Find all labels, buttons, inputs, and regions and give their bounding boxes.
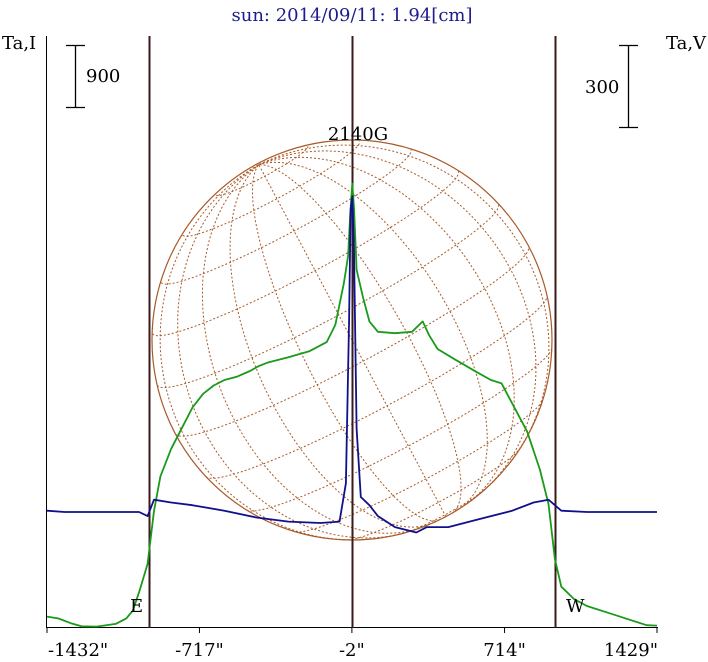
series-line-I xyxy=(46,182,658,628)
x-axis-ticks: -1432" -717" -2" 714" 1429" xyxy=(46,628,658,661)
field-strength-label: 2140G xyxy=(328,124,388,145)
series-line-V xyxy=(46,195,657,534)
longitude-line xyxy=(229,164,434,528)
longitude-line xyxy=(258,164,462,514)
series-group xyxy=(46,182,658,628)
left-axis-label: Ta,I xyxy=(2,33,36,54)
right-scale-bar xyxy=(619,44,638,129)
west-label: W xyxy=(566,596,585,617)
x-tick-label: -717" xyxy=(175,640,224,661)
left-scale-bar xyxy=(66,44,85,109)
longitude-line xyxy=(258,144,550,466)
x-tick-label: -1432" xyxy=(48,640,108,661)
longitude-line xyxy=(258,150,537,494)
x-tick-label: 714" xyxy=(483,640,526,661)
latitude-line xyxy=(295,400,544,533)
latitude-line xyxy=(152,170,460,337)
latitude-line xyxy=(160,149,412,285)
latitude-line xyxy=(205,295,548,479)
longitude-line xyxy=(258,161,488,511)
longitude-line xyxy=(258,156,515,505)
x-tick-label: -2" xyxy=(339,640,365,661)
longitude-line xyxy=(177,164,407,539)
longitude-line xyxy=(159,164,370,541)
solar-disk-grid xyxy=(151,139,553,541)
east-label: E xyxy=(130,596,143,617)
limb-and-center-markers xyxy=(148,36,557,628)
x-tick-label: 1429" xyxy=(604,640,658,661)
right-scale-value: 300 xyxy=(585,77,619,98)
latitude-line xyxy=(402,489,485,535)
longitude-line xyxy=(258,164,447,517)
left-scale-value: 900 xyxy=(86,66,120,87)
latitude-line xyxy=(182,141,361,237)
latitude-line xyxy=(156,203,500,389)
latitude-line xyxy=(246,347,553,512)
chart-title: sun: 2014/09/11: 1.94[cm] xyxy=(231,5,472,26)
right-axis-label: Ta,V xyxy=(666,33,707,54)
longitude-line xyxy=(252,164,440,522)
latitude-line xyxy=(347,447,521,541)
